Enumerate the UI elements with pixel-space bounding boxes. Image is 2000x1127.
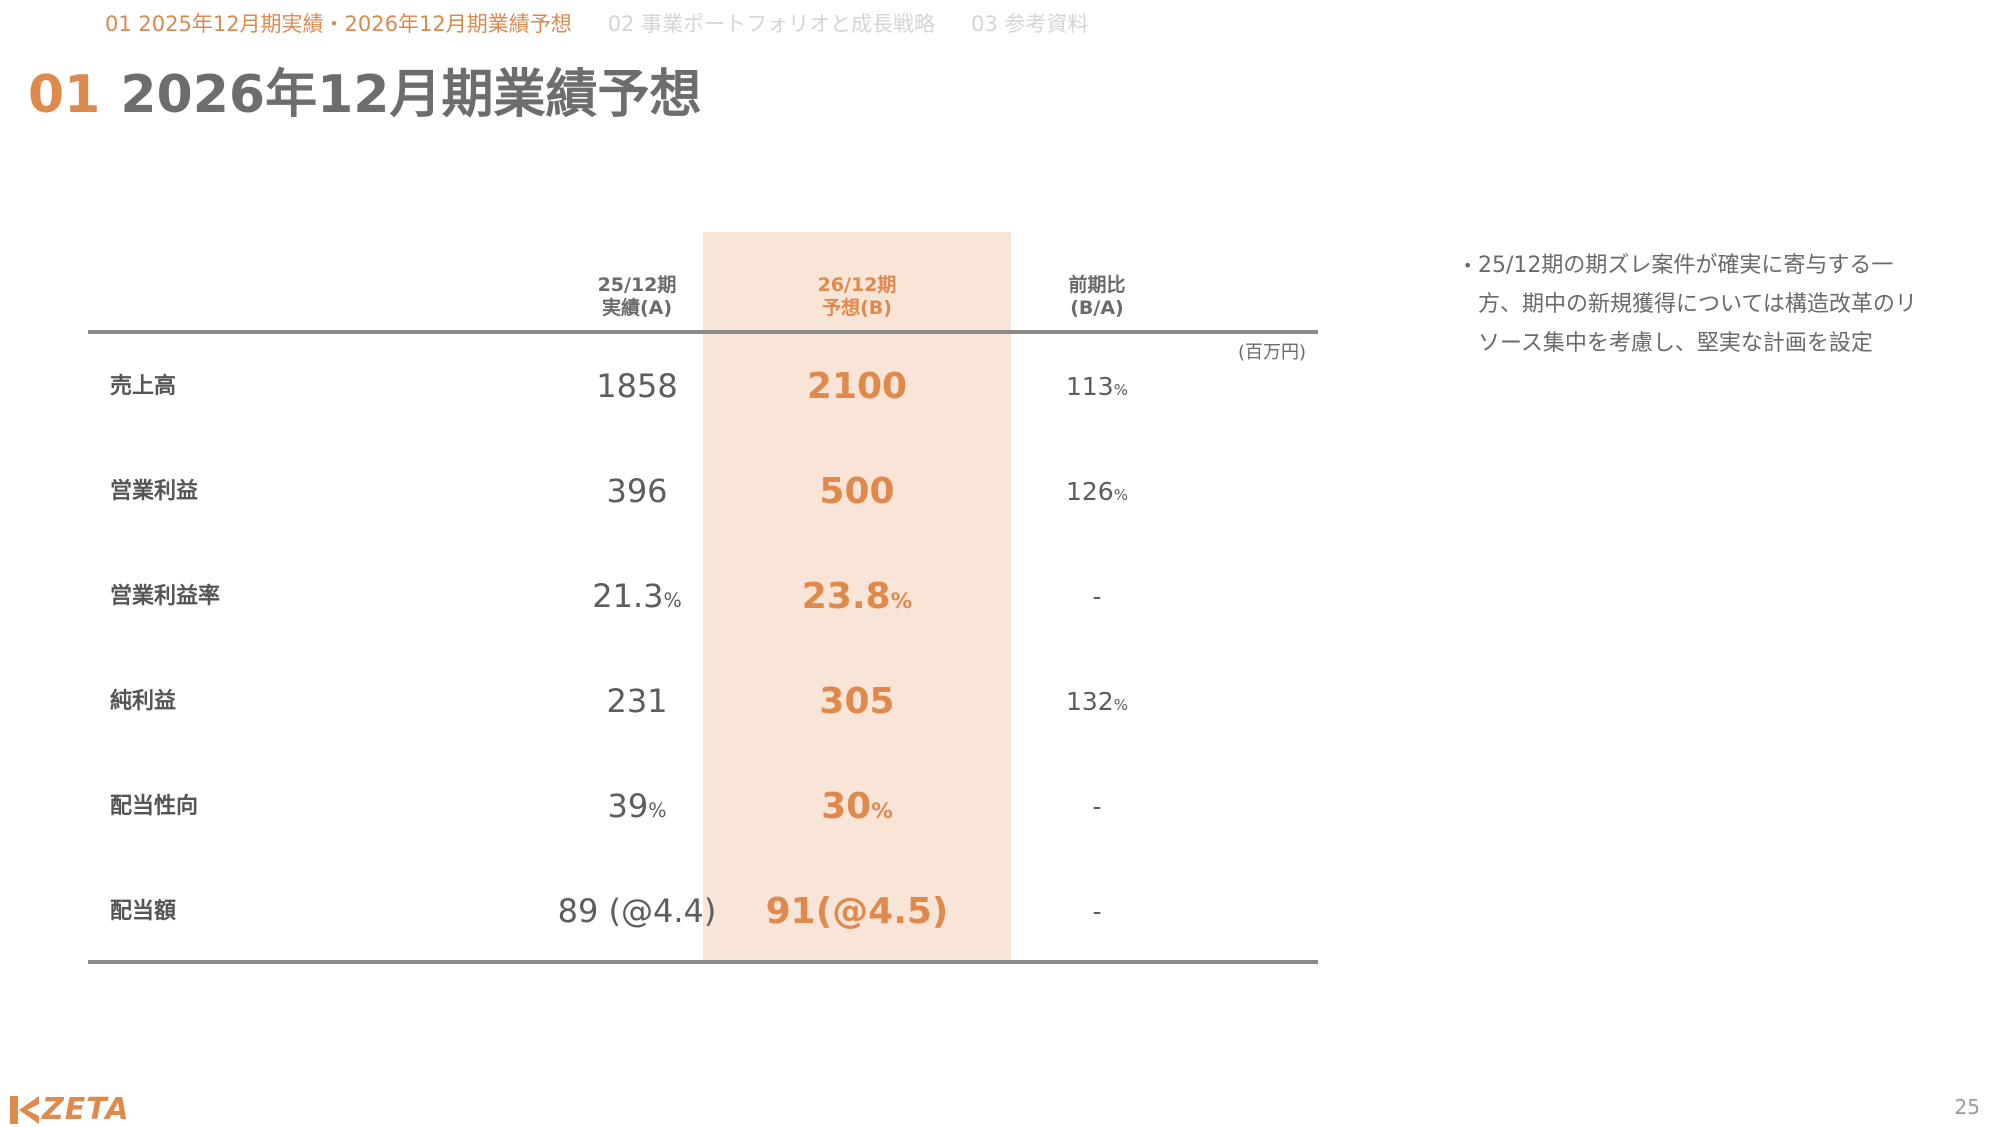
bullet-icon: • — [1463, 256, 1473, 275]
forecast-table: 25/12期 実績(A) 26/12期 予想(B) 前期比 (B/A) (百万円… — [88, 232, 1318, 964]
title-text: 2026年12月期業績予想 — [120, 65, 702, 125]
actual-value: 1858 — [483, 334, 791, 439]
forecast-column-highlight — [703, 232, 1011, 964]
header-forecast-period: 26/12期 — [817, 274, 897, 296]
forecast-value: 30% — [703, 754, 1011, 859]
header-actual-label: 実績(A) — [601, 297, 673, 319]
page-number: 25 — [1954, 1095, 1980, 1119]
value: 30 — [821, 786, 872, 827]
yoy-value: - — [943, 859, 1251, 964]
page-title: 01 2026年12月期業績予想 — [28, 52, 701, 127]
unit-label: (百万円) — [1237, 342, 1306, 363]
yoy-value: 132% — [943, 649, 1251, 754]
row-label: 営業利益率 — [110, 584, 221, 609]
commentary-note: • 25/12期の期ズレ案件が確実に寄与する一方、期中の新規獲得については構造改… — [1463, 246, 1918, 363]
value: 126 — [1066, 477, 1114, 506]
unit: % — [871, 799, 893, 824]
forecast-value: 500 — [703, 439, 1011, 544]
unit: % — [1113, 696, 1128, 714]
note-text: 25/12期の期ズレ案件が確実に寄与する一方、期中の新規獲得については構造改革の… — [1478, 253, 1917, 356]
yoy-value: 126% — [943, 439, 1251, 544]
table-row-operating-margin: 営業利益率 21.3% 23.8% - — [88, 544, 1318, 649]
table-row-net-profit: 純利益 231 305 132% — [88, 649, 1318, 754]
logo-text: ZETA — [42, 1092, 130, 1127]
actual-value: 39% — [483, 754, 791, 859]
unit: % — [890, 589, 913, 614]
row-label: 純利益 — [110, 689, 177, 714]
row-label: 配当性向 — [110, 794, 199, 819]
value: 396 — [606, 472, 668, 510]
value: 23.8 — [801, 576, 891, 617]
unit: % — [648, 799, 667, 822]
zeta-logo-icon — [10, 1095, 39, 1124]
table-row-revenue: 売上高 1858 2100 113% — [88, 334, 1318, 439]
value: 39 — [607, 787, 649, 825]
value: 89 (@4.4) — [557, 892, 717, 930]
header-yoy: 前期比 (B/A) — [943, 274, 1251, 320]
value: - — [1092, 792, 1102, 821]
header-yoy-title: 前期比 — [1068, 274, 1126, 296]
header-forecast-label: 予想(B) — [822, 297, 892, 319]
value: 305 — [819, 681, 895, 722]
actual-value: 396 — [483, 439, 791, 544]
value: - — [1092, 897, 1102, 926]
actual-value: 21.3% — [483, 544, 791, 649]
yoy-value: - — [943, 754, 1251, 859]
header-actual: 25/12期 実績(A) — [483, 274, 791, 320]
breadcrumb: 01 2025年12月期実績・2026年12月期業績予想 02 事業ポートフォリ… — [105, 8, 1089, 38]
row-label: 売上高 — [110, 374, 177, 399]
header-actual-period: 25/12期 — [597, 274, 677, 296]
table-row-operating-profit: 営業利益 396 500 126% — [88, 439, 1318, 544]
breadcrumb-item-reference[interactable]: 03 参考資料 — [971, 12, 1089, 36]
yoy-value: - — [943, 544, 1251, 649]
table-header: 25/12期 実績(A) 26/12期 予想(B) 前期比 (B/A) — [88, 232, 1318, 330]
value: 21.3 — [592, 577, 664, 615]
actual-value: 231 — [483, 649, 791, 754]
forecast-value: 23.8% — [703, 544, 1011, 649]
forecast-value: 91(@4.5) — [703, 859, 1011, 964]
value: 91(@4.5) — [765, 891, 949, 932]
breadcrumb-item-current[interactable]: 01 2025年12月期実績・2026年12月期業績予想 — [105, 12, 572, 36]
unit: % — [1113, 381, 1128, 399]
value: - — [1092, 582, 1102, 611]
zeta-logo: ZETA — [10, 1092, 130, 1127]
value: 1858 — [596, 367, 678, 405]
value: 132 — [1066, 687, 1114, 716]
yoy-value: 113% — [943, 334, 1251, 439]
actual-value: 89 (@4.4) — [483, 859, 791, 964]
row-label: 営業利益 — [110, 479, 199, 504]
value: 231 — [606, 682, 668, 720]
value: 500 — [819, 471, 895, 512]
value: 2100 — [806, 366, 908, 407]
table-top-rule — [88, 330, 1318, 334]
value: 113 — [1066, 372, 1114, 401]
forecast-value: 305 — [703, 649, 1011, 754]
header-yoy-formula: (B/A) — [1070, 297, 1124, 319]
unit: % — [663, 589, 682, 612]
table-row-dividend: 配当額 89 (@4.4) 91(@4.5) - — [88, 859, 1318, 964]
row-label: 配当額 — [110, 899, 177, 924]
forecast-value: 2100 — [703, 334, 1011, 439]
table-bottom-rule — [88, 960, 1318, 964]
header-forecast: 26/12期 予想(B) — [703, 274, 1011, 320]
table-row-payout-ratio: 配当性向 39% 30% - — [88, 754, 1318, 859]
unit: % — [1113, 486, 1128, 504]
breadcrumb-item-portfolio[interactable]: 02 事業ポートフォリオと成長戦略 — [607, 12, 936, 36]
section-number: 01 — [28, 65, 101, 125]
